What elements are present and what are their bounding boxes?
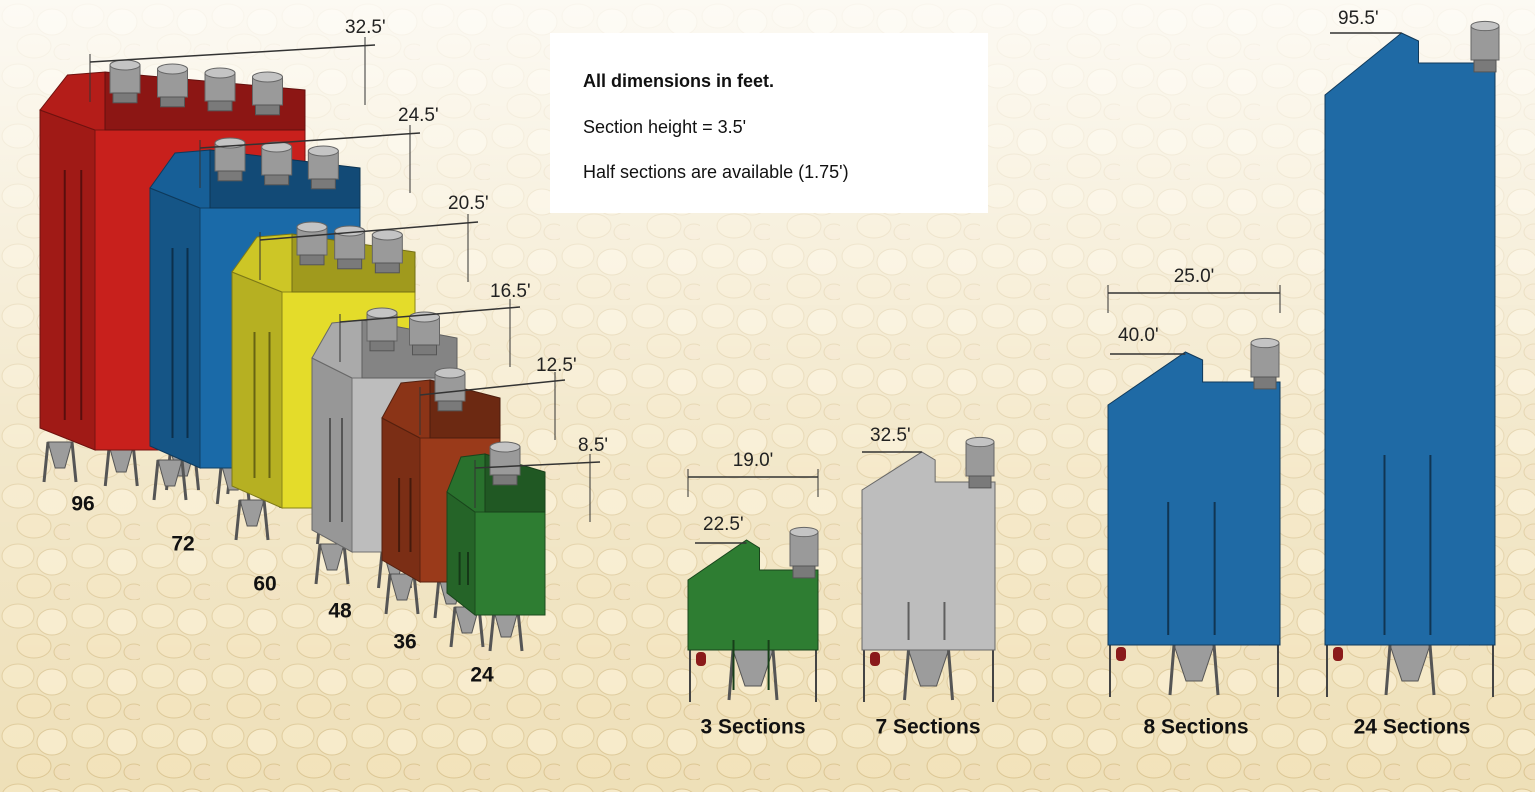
dryer-front — [475, 512, 545, 615]
fan-top — [253, 72, 283, 82]
info-title: All dimensions in feet. — [583, 71, 774, 91]
width-label: 20.5' — [448, 193, 489, 214]
model-label: 48 — [328, 600, 352, 623]
fan-base — [1474, 60, 1496, 72]
width-label: 24.5' — [398, 105, 439, 126]
fan-top — [490, 442, 520, 452]
fan-top — [297, 222, 327, 232]
fan-base — [256, 105, 280, 115]
width-label: 12.5' — [536, 355, 577, 376]
fan-base — [413, 345, 437, 355]
width-label: 16.5' — [490, 281, 531, 302]
fan-top — [205, 68, 235, 78]
info-line: Half sections are available (1.75') — [583, 162, 849, 182]
width-label: 8.5' — [578, 435, 608, 456]
scene: 32.5' 96 24.5' 72 20.5' 60 16.5' 48 12.5' 36 8.5' 2… — [0, 0, 1535, 792]
model-label: 72 — [171, 533, 194, 556]
fan-base — [300, 255, 324, 265]
fan-base — [1254, 377, 1276, 389]
info-line: Section height = 3.5' — [583, 117, 746, 137]
fan-top — [372, 230, 402, 240]
dryer-side — [150, 188, 200, 468]
fan-base — [265, 175, 289, 185]
model-label: 24 — [470, 664, 494, 687]
fan-top — [790, 527, 818, 536]
fan-base — [113, 93, 137, 103]
height-label: 40.0' — [1118, 325, 1159, 346]
fan-base — [208, 101, 232, 111]
model-label: 60 — [253, 573, 276, 596]
burner — [696, 652, 706, 666]
fan-top — [1251, 338, 1279, 347]
dryer-side — [447, 492, 475, 615]
burner — [1116, 647, 1126, 661]
burner — [870, 652, 880, 666]
width-label: 19.0' — [733, 450, 774, 471]
fan-base — [438, 401, 462, 411]
fan-top — [110, 60, 140, 70]
dryer-side — [40, 110, 95, 450]
fan-top — [367, 308, 397, 318]
fan-base — [375, 263, 399, 273]
fan-top — [435, 368, 465, 378]
model-label: 36 — [393, 631, 416, 654]
fan-base — [493, 475, 517, 485]
fan-base — [218, 171, 242, 181]
fan-top — [966, 437, 994, 446]
dryer-side — [232, 272, 282, 508]
section-label: 8 Sections — [1143, 716, 1248, 739]
dryer-body — [1325, 33, 1495, 645]
fan-top — [1471, 21, 1499, 30]
fan-base — [969, 476, 991, 488]
fan-base — [161, 97, 185, 107]
info-box: All dimensions in feet. Section height =… — [550, 33, 988, 213]
dryer-side — [312, 358, 352, 552]
fan-top — [308, 146, 338, 156]
height-label: 32.5' — [870, 425, 911, 446]
fan-base — [338, 259, 362, 269]
dryer-side — [382, 418, 420, 582]
height-label: 95.5' — [1338, 8, 1379, 29]
height-label: 22.5' — [703, 514, 744, 535]
section-label: 24 Sections — [1354, 716, 1471, 739]
fan-top — [158, 64, 188, 74]
section-label: 3 Sections — [700, 716, 805, 739]
width-label: 32.5' — [345, 17, 386, 38]
fan-base — [311, 179, 335, 189]
dryer-body — [1108, 352, 1280, 645]
section-label: 7 Sections — [875, 716, 980, 739]
fan-base — [793, 566, 815, 578]
model-label: 96 — [71, 493, 94, 516]
fan-base — [370, 341, 394, 351]
width-label: 25.0' — [1174, 266, 1215, 287]
burner — [1333, 647, 1343, 661]
